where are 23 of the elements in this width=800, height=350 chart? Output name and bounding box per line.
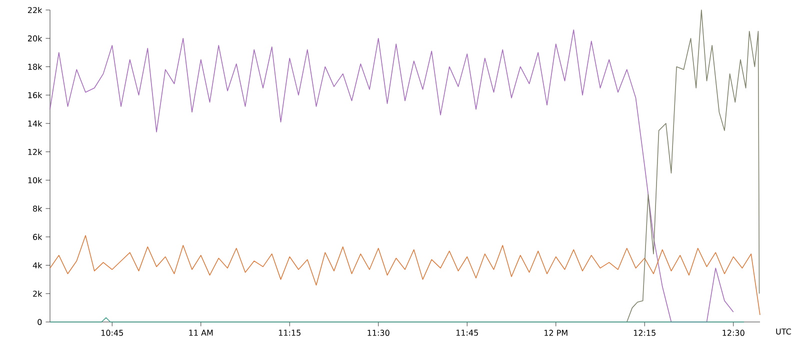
x-tick-label: 11 AM [189, 330, 213, 336]
x-tick-label: 11:30 [368, 330, 390, 336]
y-tick-label: 10k [28, 177, 42, 184]
y-tick-label: 12k [28, 148, 42, 155]
x-tick-label: 12 PM [544, 330, 568, 336]
y-tick-label: 6k [33, 234, 42, 240]
x-tick-label: 11:15 [278, 330, 300, 336]
y-tick-label: 18k [28, 64, 42, 70]
y-tick-label: 0 [38, 318, 42, 326]
line-series [50, 235, 760, 316]
y-tick-label: 2k [33, 290, 42, 297]
y-tick-label: 20k [28, 35, 42, 42]
line-series [626, 10, 760, 322]
y-tick-label: 16k [28, 92, 42, 98]
y-tick-label: 14k [28, 120, 42, 126]
x-tick-label: 11:45 [456, 330, 478, 336]
x-tick-label: 10:45 [101, 330, 123, 336]
x-axis-title: UTC [776, 328, 791, 335]
y-tick-label: 4k [32, 262, 42, 268]
y-tick-label: 22k [28, 6, 42, 14]
y-tick-label: 8k [33, 205, 42, 212]
x-tick-label: 12:15 [634, 330, 656, 336]
x-tick-label: 12:30 [722, 330, 744, 336]
